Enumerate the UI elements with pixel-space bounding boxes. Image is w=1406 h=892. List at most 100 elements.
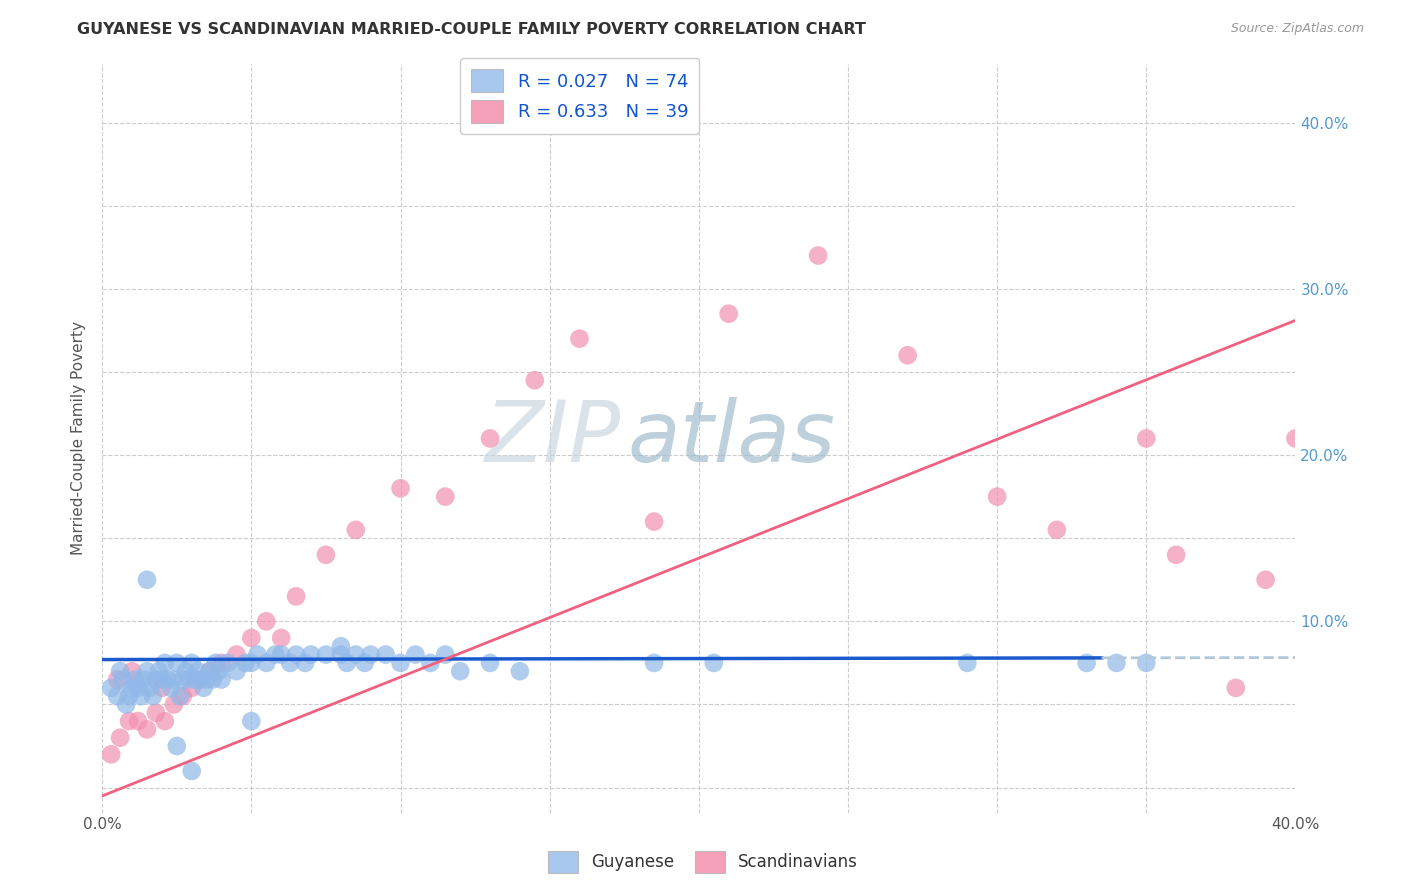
Point bbox=[1135, 432, 1157, 446]
Point bbox=[404, 648, 426, 662]
Point bbox=[523, 373, 546, 387]
Point bbox=[389, 481, 412, 495]
Point bbox=[1135, 656, 1157, 670]
Point bbox=[150, 673, 173, 687]
Point bbox=[150, 681, 173, 695]
Point bbox=[449, 664, 471, 678]
Point bbox=[177, 673, 200, 687]
Point bbox=[225, 648, 247, 662]
Point bbox=[703, 656, 725, 670]
Point bbox=[148, 664, 170, 678]
Point bbox=[254, 656, 277, 670]
Point bbox=[807, 248, 830, 262]
Point bbox=[285, 648, 308, 662]
Point bbox=[198, 664, 221, 678]
Point bbox=[136, 573, 159, 587]
Point bbox=[240, 714, 263, 728]
Point bbox=[121, 681, 143, 695]
Point bbox=[163, 698, 186, 712]
Point bbox=[264, 648, 287, 662]
Point bbox=[153, 656, 176, 670]
Point bbox=[180, 764, 202, 778]
Point bbox=[717, 307, 740, 321]
Point bbox=[479, 432, 502, 446]
Point bbox=[172, 673, 194, 687]
Point bbox=[1046, 523, 1069, 537]
Point bbox=[434, 490, 457, 504]
Point bbox=[105, 689, 128, 703]
Y-axis label: Married-Couple Family Poverty: Married-Couple Family Poverty bbox=[72, 321, 86, 556]
Point bbox=[643, 515, 665, 529]
Point bbox=[100, 681, 122, 695]
Point bbox=[190, 673, 212, 687]
Point bbox=[315, 548, 337, 562]
Legend: R = 0.027   N = 74, R = 0.633   N = 39: R = 0.027 N = 74, R = 0.633 N = 39 bbox=[460, 58, 699, 134]
Point bbox=[225, 664, 247, 678]
Point bbox=[1225, 681, 1247, 695]
Point bbox=[156, 673, 179, 687]
Point bbox=[132, 673, 155, 687]
Point bbox=[329, 648, 352, 662]
Point bbox=[240, 656, 263, 670]
Point bbox=[270, 631, 292, 645]
Point bbox=[190, 673, 212, 687]
Point bbox=[174, 664, 197, 678]
Point bbox=[1105, 656, 1128, 670]
Text: ZIP: ZIP bbox=[485, 397, 621, 480]
Point bbox=[329, 640, 352, 654]
Point bbox=[129, 689, 152, 703]
Point bbox=[118, 689, 141, 703]
Point bbox=[159, 681, 181, 695]
Point bbox=[183, 673, 205, 687]
Point bbox=[1284, 432, 1306, 446]
Point bbox=[419, 656, 441, 670]
Point bbox=[169, 689, 191, 703]
Point bbox=[1166, 548, 1188, 562]
Point bbox=[389, 656, 412, 670]
Point bbox=[172, 689, 194, 703]
Text: GUYANESE VS SCANDINAVIAN MARRIED-COUPLE FAMILY POVERTY CORRELATION CHART: GUYANESE VS SCANDINAVIAN MARRIED-COUPLE … bbox=[77, 22, 866, 37]
Point bbox=[180, 681, 202, 695]
Point bbox=[344, 523, 367, 537]
Point bbox=[1076, 656, 1098, 670]
Point bbox=[1254, 573, 1277, 587]
Point bbox=[568, 332, 591, 346]
Point bbox=[108, 664, 131, 678]
Point bbox=[193, 681, 215, 695]
Point bbox=[136, 664, 159, 678]
Point bbox=[509, 664, 531, 678]
Point bbox=[211, 656, 233, 670]
Point bbox=[112, 673, 135, 687]
Point bbox=[270, 648, 292, 662]
Point bbox=[204, 656, 226, 670]
Text: atlas: atlas bbox=[627, 397, 835, 480]
Point bbox=[956, 656, 979, 670]
Point bbox=[217, 656, 239, 670]
Point bbox=[198, 664, 221, 678]
Legend: Guyanese, Scandinavians: Guyanese, Scandinavians bbox=[541, 845, 865, 880]
Point bbox=[254, 615, 277, 629]
Point bbox=[127, 681, 149, 695]
Point bbox=[336, 656, 359, 670]
Point bbox=[299, 648, 322, 662]
Point bbox=[479, 656, 502, 670]
Point bbox=[195, 673, 218, 687]
Point bbox=[108, 731, 131, 745]
Point bbox=[986, 490, 1008, 504]
Point bbox=[121, 664, 143, 678]
Point bbox=[246, 648, 269, 662]
Point bbox=[643, 656, 665, 670]
Point bbox=[360, 648, 382, 662]
Point bbox=[201, 673, 224, 687]
Text: Source: ZipAtlas.com: Source: ZipAtlas.com bbox=[1230, 22, 1364, 36]
Point bbox=[145, 673, 167, 687]
Point bbox=[118, 714, 141, 728]
Point bbox=[294, 656, 316, 670]
Point bbox=[136, 723, 159, 737]
Point bbox=[163, 673, 186, 687]
Point bbox=[166, 656, 188, 670]
Point bbox=[315, 648, 337, 662]
Point bbox=[278, 656, 301, 670]
Point bbox=[207, 664, 229, 678]
Point bbox=[187, 664, 209, 678]
